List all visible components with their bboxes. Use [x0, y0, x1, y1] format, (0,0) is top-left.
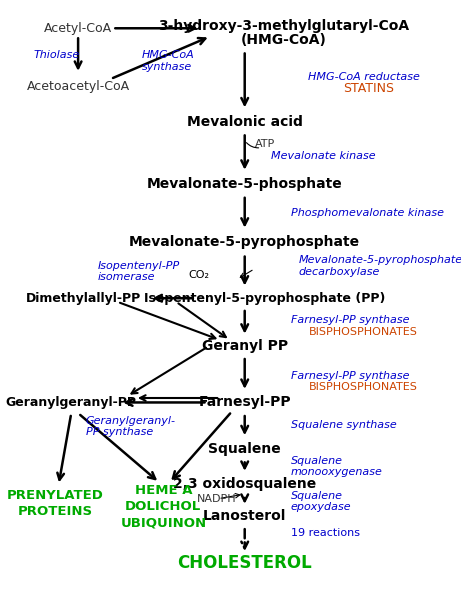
Text: CO₂: CO₂: [188, 270, 209, 280]
Text: Squalene
monooxygenase: Squalene monooxygenase: [291, 456, 383, 478]
Text: HMG-CoA
synthase: HMG-CoA synthase: [142, 50, 195, 72]
Text: 2,3 oxidosqualene: 2,3 oxidosqualene: [173, 478, 316, 491]
Text: CHOLESTEROL: CHOLESTEROL: [177, 554, 312, 572]
Text: Geranylgeranyl-
PP synthase: Geranylgeranyl- PP synthase: [86, 416, 176, 437]
Text: Thiolase: Thiolase: [34, 50, 80, 60]
Text: Isopentenyl-PP
isomerase: Isopentenyl-PP isomerase: [98, 260, 180, 282]
Text: Lanosterol: Lanosterol: [203, 509, 286, 523]
Text: Mevalonate-5-pyrophosphate: Mevalonate-5-pyrophosphate: [129, 235, 361, 249]
Text: 19 reactions: 19 reactions: [291, 529, 360, 538]
Text: Farnesyl-PP synthase: Farnesyl-PP synthase: [291, 371, 409, 381]
Text: BISPHOSPHONATES: BISPHOSPHONATES: [308, 327, 417, 337]
Text: HMG-CoA reductase: HMG-CoA reductase: [308, 72, 420, 82]
Text: Squalene synthase: Squalene synthase: [291, 420, 396, 430]
Text: Acetyl-CoA: Acetyl-CoA: [44, 22, 112, 35]
Text: HEME A
DOLICHOL
UBIQUINON: HEME A DOLICHOL UBIQUINON: [120, 484, 207, 529]
Text: Mevalonate-5-phosphate: Mevalonate-5-phosphate: [147, 177, 343, 191]
Text: ATP: ATP: [254, 139, 275, 149]
Text: Mevalonate-5-pyrophosphate
decarboxylase: Mevalonate-5-pyrophosphate decarboxylase: [299, 256, 461, 277]
Text: Mevalonic acid: Mevalonic acid: [187, 115, 303, 129]
Text: (HMG-CoA): (HMG-CoA): [241, 33, 327, 47]
Text: Farnesyl-PP: Farnesyl-PP: [198, 395, 291, 409]
Text: Squalene: Squalene: [208, 442, 281, 456]
Text: STATINS: STATINS: [343, 82, 394, 95]
Text: BISPHOSPHONATES: BISPHOSPHONATES: [308, 382, 417, 392]
Text: Acetoacetyl-CoA: Acetoacetyl-CoA: [27, 80, 130, 92]
Text: Farnesyl-PP synthase: Farnesyl-PP synthase: [291, 314, 409, 325]
Text: Phosphomevalonate kinase: Phosphomevalonate kinase: [291, 208, 444, 218]
Text: NADPH: NADPH: [197, 494, 236, 503]
Text: PRENYLATED
PROTEINS: PRENYLATED PROTEINS: [7, 488, 104, 518]
Text: Isopentenyl-5-pyrophosphate (PP): Isopentenyl-5-pyrophosphate (PP): [144, 292, 385, 305]
Text: Squalene
epoxydase: Squalene epoxydase: [291, 491, 351, 512]
Text: Dimethylallyl-PP: Dimethylallyl-PP: [25, 292, 141, 305]
Text: Mevalonate kinase: Mevalonate kinase: [271, 151, 376, 161]
Text: Geranylgeranyl-PP: Geranylgeranyl-PP: [6, 396, 137, 409]
Text: 3-hydroxy-3-methylglutaryl-CoA: 3-hydroxy-3-methylglutaryl-CoA: [158, 19, 409, 32]
Text: Geranyl PP: Geranyl PP: [201, 340, 288, 353]
